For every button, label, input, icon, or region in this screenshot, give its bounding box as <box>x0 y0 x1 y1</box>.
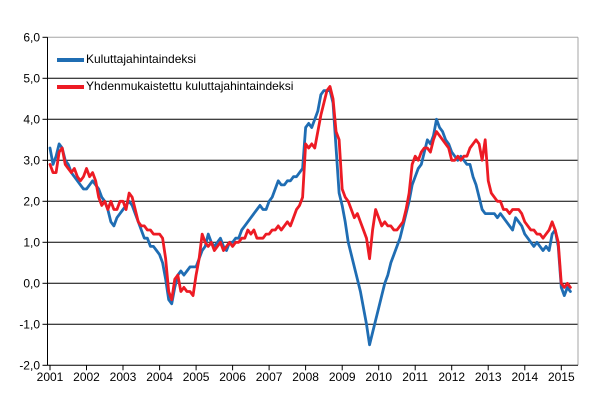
x-tick-label: 2004 <box>146 370 173 384</box>
cpi-legend-label: Kuluttajahintaindeksi <box>86 52 197 66</box>
x-tick-label: 2015 <box>548 370 575 384</box>
legend-item-kuluttajahintaindeksi: Kuluttajahintaindeksi <box>57 52 293 67</box>
y-tick-label: 0,0 <box>23 276 40 290</box>
y-tick-label: 1,0 <box>23 235 40 249</box>
x-tick-label: 2005 <box>183 370 210 384</box>
hicp-line-swatch <box>57 84 84 89</box>
x-tick-label: 2010 <box>365 370 392 384</box>
x-tick-label: 2006 <box>219 370 246 384</box>
x-tick-label: 2013 <box>475 370 502 384</box>
x-tick-label: 2003 <box>110 370 137 384</box>
y-tick-label: 6,0 <box>23 30 40 44</box>
x-tick-label: 2002 <box>73 370 100 384</box>
x-tick-label: 2009 <box>329 370 356 384</box>
legend: Kuluttajahintaindeksi Yhdenmukaistettu k… <box>57 52 293 106</box>
x-tick-label: 2011 <box>402 370 428 384</box>
y-tick-label: 5,0 <box>23 71 40 85</box>
series-line-hicp <box>48 85 572 302</box>
x-tick-label: 2012 <box>438 370 465 384</box>
y-tick-label: -2,0 <box>19 358 40 372</box>
legend-item-yhdenmukaistettu: Yhdenmukaistettu kuluttajahintaindeksi <box>57 79 293 94</box>
y-tick-label: 3,0 <box>23 153 40 167</box>
hicp-legend-label: Yhdenmukaistettu kuluttajahintaindeksi <box>86 79 294 93</box>
y-tick-label: -1,0 <box>19 317 40 331</box>
x-tick-label: 2014 <box>511 370 538 384</box>
cpi-line-swatch <box>57 57 84 62</box>
y-tick-label: 4,0 <box>23 112 40 126</box>
x-tick-label: 2007 <box>256 370 283 384</box>
x-tick-label: 2001 <box>37 370 64 384</box>
y-tick-label: 2,0 <box>23 194 40 208</box>
series-line-cpi <box>48 89 572 347</box>
x-tick-label: 2008 <box>292 370 319 384</box>
